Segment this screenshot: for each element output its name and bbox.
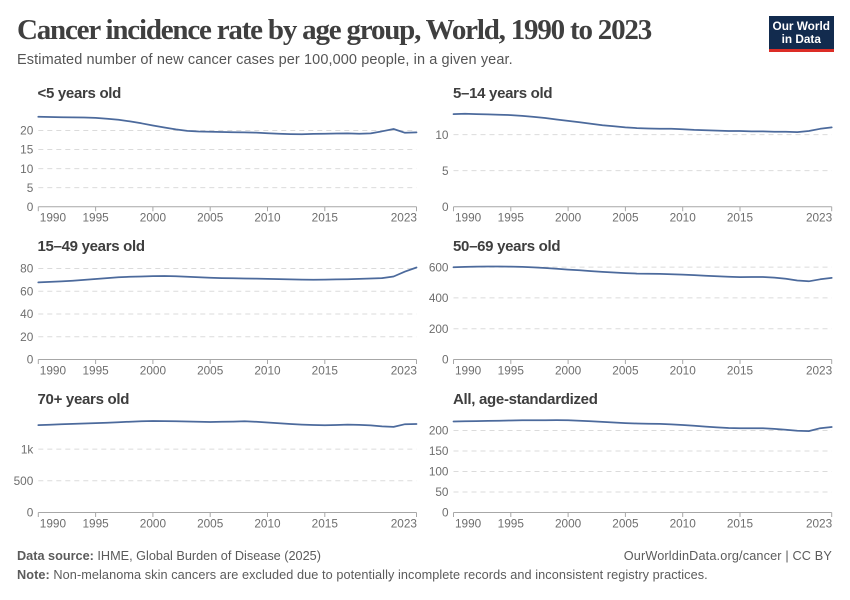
svg-text:2005: 2005 [612,516,639,530]
svg-text:1990: 1990 [40,211,67,225]
svg-text:80: 80 [20,262,34,276]
svg-text:2005: 2005 [197,211,224,225]
svg-text:2015: 2015 [727,363,754,377]
svg-text:2010: 2010 [670,211,697,225]
svg-text:1995: 1995 [498,211,525,225]
svg-text:500: 500 [14,474,34,488]
svg-text:2015: 2015 [727,211,754,225]
svg-text:2023: 2023 [806,363,833,377]
svg-text:2023: 2023 [391,516,418,530]
svg-text:2015: 2015 [312,363,339,377]
svg-text:0: 0 [442,353,449,367]
svg-text:200: 200 [429,424,449,438]
svg-text:1990: 1990 [455,363,482,377]
svg-text:2015: 2015 [312,516,339,530]
svg-text:15: 15 [20,143,34,157]
svg-text:2023: 2023 [806,211,833,225]
svg-text:1995: 1995 [498,363,525,377]
svg-text:2005: 2005 [197,516,224,530]
svg-text:0: 0 [27,200,34,214]
svg-text:20: 20 [20,330,34,344]
svg-text:1k: 1k [21,442,34,456]
svg-text:100: 100 [429,465,449,479]
svg-text:150: 150 [429,444,449,458]
svg-text:2000: 2000 [555,211,582,225]
svg-text:50: 50 [435,485,449,499]
svg-text:2023: 2023 [391,211,418,225]
svg-text:2000: 2000 [140,363,167,377]
svg-text:1995: 1995 [82,363,109,377]
svg-text:2005: 2005 [612,211,639,225]
svg-text:2010: 2010 [254,363,281,377]
svg-text:2005: 2005 [197,363,224,377]
svg-text:0: 0 [442,200,449,214]
svg-text:2010: 2010 [670,516,697,530]
svg-text:2010: 2010 [670,363,697,377]
svg-text:2010: 2010 [254,516,281,530]
svg-text:2000: 2000 [140,211,167,225]
svg-text:0: 0 [27,353,34,367]
svg-text:10: 10 [435,128,449,142]
svg-text:0: 0 [27,506,34,520]
svg-text:20: 20 [20,124,34,138]
svg-text:40: 40 [20,307,34,321]
svg-text:1995: 1995 [82,516,109,530]
svg-text:0: 0 [442,506,449,520]
svg-text:2000: 2000 [555,363,582,377]
svg-text:1995: 1995 [82,211,109,225]
svg-text:2015: 2015 [727,516,754,530]
svg-text:200: 200 [429,322,449,336]
svg-text:5: 5 [442,164,449,178]
svg-text:60: 60 [20,284,34,298]
svg-text:10: 10 [20,162,34,176]
svg-text:400: 400 [429,291,449,305]
svg-text:1990: 1990 [40,516,67,530]
svg-text:2023: 2023 [806,516,833,530]
svg-text:1990: 1990 [40,363,67,377]
svg-text:1990: 1990 [455,211,482,225]
svg-text:2000: 2000 [140,516,167,530]
svg-text:2015: 2015 [312,211,339,225]
svg-text:1990: 1990 [455,516,482,530]
svg-text:2000: 2000 [555,516,582,530]
svg-text:1995: 1995 [498,516,525,530]
svg-text:2005: 2005 [612,363,639,377]
svg-text:2023: 2023 [391,363,418,377]
svg-text:2010: 2010 [254,211,281,225]
svg-text:5: 5 [27,181,34,195]
svg-text:600: 600 [429,260,449,274]
